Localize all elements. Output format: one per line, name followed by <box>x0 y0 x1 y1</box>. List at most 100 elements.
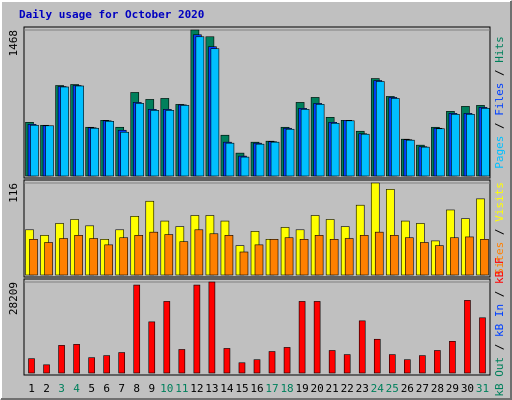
x-tick-label: 23 <box>356 382 369 395</box>
bar <box>195 36 205 177</box>
legend-separator: / <box>493 337 506 357</box>
y-tick-label: 116 <box>7 183 20 203</box>
x-tick-label: 17 <box>265 382 278 395</box>
bar <box>314 235 324 276</box>
bar <box>330 122 340 177</box>
bar <box>165 110 175 177</box>
bar <box>45 125 54 177</box>
legend-entry: kB F <box>493 257 506 284</box>
x-tick-label: 22 <box>341 382 354 395</box>
bar <box>135 103 145 177</box>
bar <box>406 139 415 177</box>
x-tick-label: 7 <box>118 382 125 395</box>
bar <box>298 301 306 374</box>
bar <box>269 239 279 276</box>
x-tick-label: 13 <box>205 382 218 395</box>
bar <box>283 347 291 374</box>
bar <box>223 348 231 374</box>
x-tick-label: 24 <box>371 382 385 395</box>
x-tick-label: 25 <box>386 382 399 395</box>
bar <box>225 142 235 177</box>
bar <box>359 235 369 276</box>
bar <box>150 110 160 177</box>
bar <box>405 237 414 276</box>
bar <box>75 85 84 177</box>
x-tick-label: 15 <box>235 382 248 395</box>
x-tick-label: 11 <box>175 382 188 395</box>
x-tick-label: 1 <box>28 382 35 395</box>
legend-separator: / <box>493 116 506 136</box>
bar <box>390 98 400 177</box>
bar <box>465 236 474 276</box>
bar <box>178 349 186 374</box>
bar <box>358 320 366 374</box>
bar <box>285 128 295 177</box>
legend-entry: Hits <box>493 36 506 63</box>
x-tick-label: 2 <box>43 382 50 395</box>
x-tick-label: 18 <box>280 382 293 395</box>
x-tick-label: 20 <box>311 382 324 395</box>
bar <box>240 156 250 177</box>
legend-entry: Sites <box>493 242 506 275</box>
bar <box>29 239 38 276</box>
bar <box>134 235 144 276</box>
bar <box>118 352 126 374</box>
legend-separator: / <box>493 63 506 83</box>
x-tick-label: 30 <box>461 382 474 395</box>
bar <box>238 362 246 374</box>
legend-entry: kB In <box>493 304 506 337</box>
bar <box>436 128 445 177</box>
bar <box>435 245 444 276</box>
legend-entry: Files <box>493 83 506 116</box>
bar <box>163 301 171 374</box>
bar <box>43 364 50 374</box>
bar <box>268 351 276 374</box>
bar <box>28 358 35 374</box>
x-tick-label: 3 <box>58 382 65 395</box>
bar <box>419 355 426 374</box>
bar <box>328 350 336 374</box>
bar <box>30 124 39 177</box>
bar <box>345 120 355 177</box>
bar <box>120 131 130 177</box>
bar <box>210 48 220 177</box>
bar <box>315 104 325 177</box>
legend: kB Out / kB In / kB F <box>493 257 506 396</box>
bar <box>254 244 264 276</box>
bar <box>313 301 321 374</box>
bar <box>421 146 430 177</box>
bar <box>404 359 411 374</box>
bar <box>360 133 370 177</box>
bar <box>451 114 460 177</box>
bar <box>434 350 441 374</box>
x-tick-label: 19 <box>295 382 308 395</box>
x-tick-label: 27 <box>416 382 429 395</box>
legend-separator: / <box>493 284 506 304</box>
bar <box>60 86 69 177</box>
bar <box>464 300 471 374</box>
bar <box>253 359 261 374</box>
x-tick-label: 4 <box>73 382 80 395</box>
y-tick-label: 28209 <box>7 282 20 315</box>
legend: Pages / Files / Hits <box>493 36 506 169</box>
bar <box>148 321 156 374</box>
legend-separator: / <box>493 222 506 242</box>
x-tick-label: 10 <box>160 382 173 395</box>
bar <box>105 120 114 177</box>
bar <box>119 237 129 276</box>
bar <box>389 235 399 276</box>
bar <box>208 281 216 374</box>
x-tick-label: 9 <box>148 382 155 395</box>
legend-entry: Pages <box>493 136 506 169</box>
bar <box>284 237 294 276</box>
bar <box>481 108 490 177</box>
x-tick-label: 26 <box>401 382 414 395</box>
bar <box>59 238 68 276</box>
bar <box>180 105 190 177</box>
bar <box>343 354 351 374</box>
bar <box>164 234 174 276</box>
chart-title: Daily usage for October 2020 <box>19 8 204 21</box>
y-tick-label: 1468 <box>7 30 20 57</box>
